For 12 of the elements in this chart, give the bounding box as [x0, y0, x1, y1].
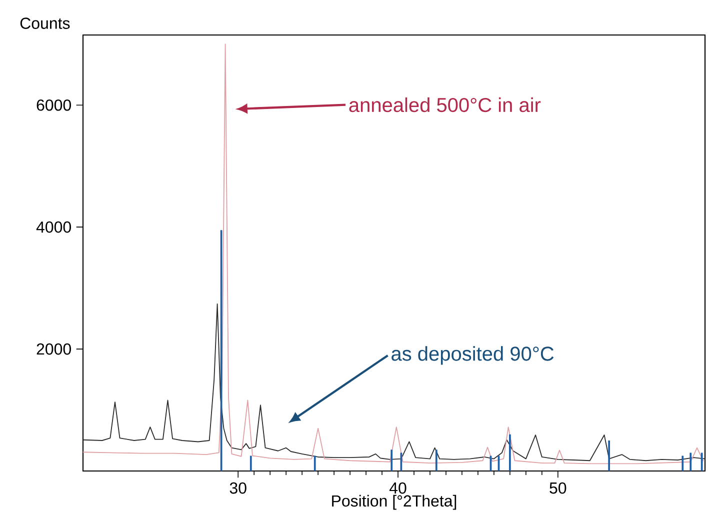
annotation: annealed 500°C in air	[349, 97, 541, 112]
y-tick-label: 2000	[36, 343, 71, 355]
line-series	[83, 303, 706, 462]
y-tick-label: 6000	[36, 99, 71, 111]
x-tick-label: 40	[389, 482, 406, 494]
y-tick-label: 4000	[36, 221, 71, 233]
annotation: as deposited 90°C	[392, 346, 554, 365]
line-series	[83, 44, 704, 464]
x-tick-label: 30	[230, 482, 246, 494]
x-tick-label: 50	[550, 482, 566, 494]
x-axis-title: Position [°2Theta]	[332, 494, 456, 510]
y-axis-title: Counts	[20, 18, 70, 29]
